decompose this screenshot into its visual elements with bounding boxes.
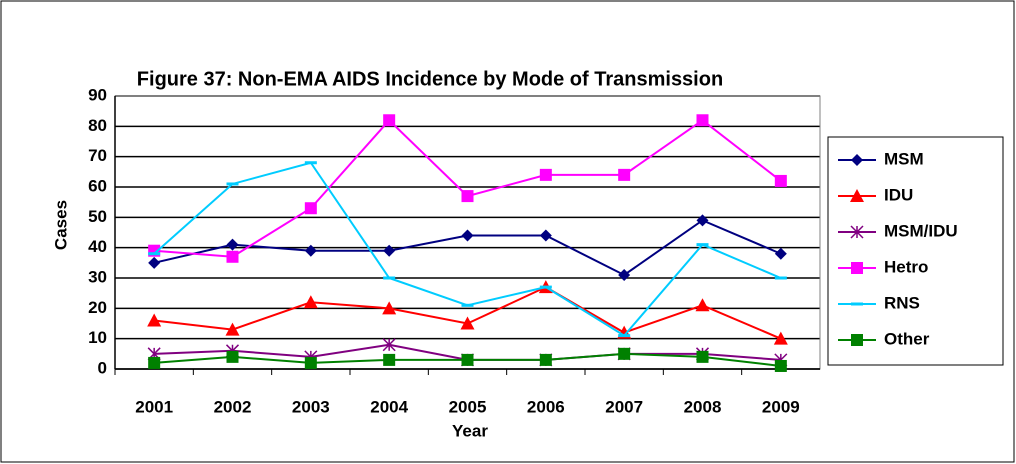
- x-axis-label: Year: [452, 421, 488, 440]
- marker: [148, 252, 161, 256]
- y-tick-label: 10: [88, 328, 107, 347]
- marker: [382, 338, 396, 352]
- marker: [696, 350, 709, 363]
- marker: [851, 262, 863, 274]
- marker: [460, 316, 475, 330]
- marker: [383, 276, 396, 280]
- y-tick-label: 0: [98, 358, 107, 377]
- marker: [851, 302, 863, 306]
- marker: [225, 322, 240, 336]
- marker: [539, 229, 552, 242]
- marker: [774, 359, 787, 372]
- marker: [461, 229, 474, 242]
- marker: [695, 298, 710, 312]
- x-tick-label: 2002: [214, 397, 252, 416]
- marker: [696, 114, 709, 127]
- marker: [304, 244, 317, 257]
- marker: [226, 182, 239, 186]
- marker: [774, 276, 787, 280]
- y-tick-label: 80: [88, 116, 107, 135]
- y-tick-label: 40: [88, 237, 107, 256]
- x-tick-label: 2008: [684, 397, 722, 416]
- marker: [461, 190, 474, 203]
- marker: [148, 256, 161, 269]
- marker: [226, 238, 239, 251]
- y-axis-label: Cases: [51, 200, 70, 250]
- marker: [539, 353, 552, 366]
- legend-box: [827, 136, 1004, 366]
- marker: [383, 244, 396, 257]
- marker: [303, 295, 318, 309]
- x-tick-label: 2009: [762, 397, 800, 416]
- legend-label: RNS: [884, 293, 920, 312]
- marker: [773, 331, 788, 345]
- y-tick-label: 50: [88, 207, 107, 226]
- marker: [461, 303, 474, 307]
- legend-label: MSM/IDU: [884, 221, 958, 240]
- chart-title: Figure 37: Non-EMA AIDS Incidence by Mod…: [137, 68, 723, 90]
- marker: [851, 154, 863, 166]
- marker: [539, 168, 552, 181]
- marker: [383, 353, 396, 366]
- x-tick-label: 2001: [135, 397, 173, 416]
- marker: [461, 353, 474, 366]
- marker: [850, 225, 864, 239]
- legend-label: IDU: [884, 185, 913, 204]
- marker: [539, 285, 552, 289]
- marker: [382, 301, 397, 315]
- legend-label: MSM: [884, 149, 924, 168]
- marker: [304, 202, 317, 215]
- marker: [148, 356, 161, 369]
- x-tick-label: 2004: [370, 397, 408, 416]
- x-tick-label: 2005: [449, 397, 487, 416]
- y-tick-label: 90: [88, 85, 107, 104]
- marker: [226, 350, 239, 363]
- y-tick-label: 30: [88, 267, 107, 286]
- marker: [618, 268, 631, 281]
- legend-label: Hetro: [884, 257, 928, 276]
- marker: [696, 243, 709, 247]
- y-tick-label: 70: [88, 146, 107, 165]
- y-tick-label: 60: [88, 176, 107, 195]
- marker: [850, 189, 864, 202]
- marker: [851, 334, 863, 346]
- y-tick-label: 20: [88, 298, 107, 317]
- marker: [226, 250, 239, 263]
- x-tick-label: 2003: [292, 397, 330, 416]
- marker: [618, 347, 631, 360]
- x-tick-label: 2006: [527, 397, 565, 416]
- marker: [383, 114, 396, 127]
- marker: [618, 168, 631, 181]
- marker: [774, 247, 787, 260]
- marker: [774, 174, 787, 187]
- marker: [696, 214, 709, 227]
- legend-label: Other: [884, 329, 930, 348]
- marker: [618, 334, 631, 338]
- marker: [147, 313, 162, 327]
- marker: [304, 161, 317, 165]
- x-tick-label: 2007: [605, 397, 643, 416]
- marker: [304, 356, 317, 369]
